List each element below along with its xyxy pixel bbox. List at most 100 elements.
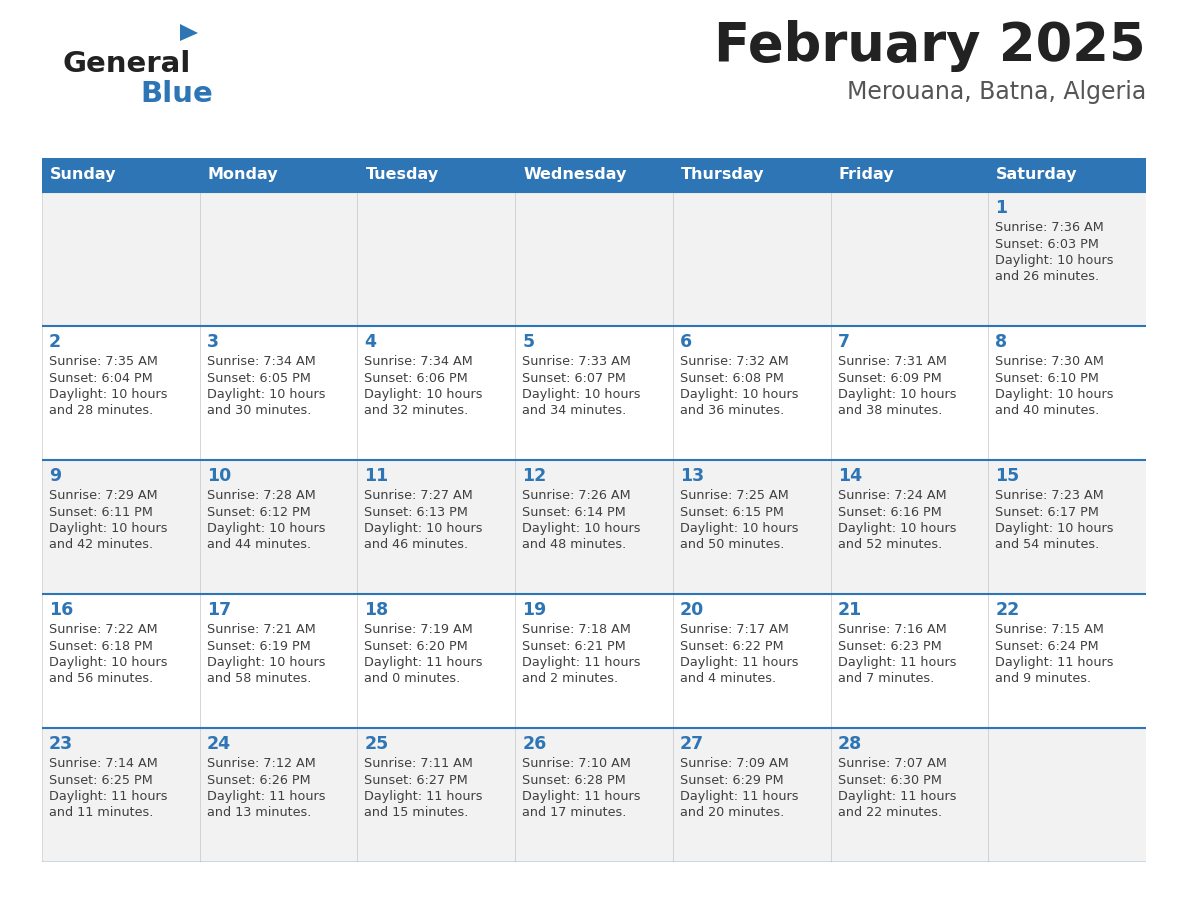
Text: Friday: Friday [839, 167, 895, 183]
Text: and 22 minutes.: and 22 minutes. [838, 807, 942, 820]
Bar [516, 192, 672, 326]
Text: Sunset: 6:09 PM: Sunset: 6:09 PM [838, 372, 941, 385]
Text: Daylight: 10 hours: Daylight: 10 hours [365, 522, 484, 535]
Text: Daylight: 11 hours: Daylight: 11 hours [365, 656, 484, 669]
Text: Sunrise: 7:10 AM: Sunrise: 7:10 AM [523, 757, 631, 770]
Text: Sunrise: 7:17 AM: Sunrise: 7:17 AM [680, 623, 789, 636]
Text: and 26 minutes.: and 26 minutes. [996, 271, 1099, 284]
Text: and 44 minutes.: and 44 minutes. [207, 539, 311, 552]
Text: Daylight: 11 hours: Daylight: 11 hours [523, 790, 640, 803]
Text: Daylight: 11 hours: Daylight: 11 hours [680, 656, 798, 669]
Text: 15: 15 [996, 467, 1019, 485]
Bar [516, 326, 672, 460]
Text: Daylight: 10 hours: Daylight: 10 hours [49, 522, 168, 535]
Text: Sunset: 6:21 PM: Sunset: 6:21 PM [523, 640, 626, 653]
Text: Sunset: 6:12 PM: Sunset: 6:12 PM [207, 506, 310, 519]
Text: Sunrise: 7:16 AM: Sunrise: 7:16 AM [838, 623, 947, 636]
Text: and 2 minutes.: and 2 minutes. [523, 673, 618, 686]
Text: and 11 minutes.: and 11 minutes. [49, 807, 153, 820]
Bar [988, 326, 1146, 460]
Text: Daylight: 10 hours: Daylight: 10 hours [996, 522, 1114, 535]
Text: Daylight: 10 hours: Daylight: 10 hours [838, 522, 956, 535]
Text: Daylight: 11 hours: Daylight: 11 hours [838, 790, 956, 803]
Text: Sunrise: 7:30 AM: Sunrise: 7:30 AM [996, 355, 1104, 368]
Text: Sunrise: 7:35 AM: Sunrise: 7:35 AM [49, 355, 158, 368]
Text: Sunset: 6:06 PM: Sunset: 6:06 PM [365, 372, 468, 385]
Text: and 7 minutes.: and 7 minutes. [838, 673, 934, 686]
Text: and 50 minutes.: and 50 minutes. [680, 539, 784, 552]
Text: Sunrise: 7:15 AM: Sunrise: 7:15 AM [996, 623, 1104, 636]
Text: February 2025: February 2025 [714, 20, 1146, 72]
Text: Sunset: 6:10 PM: Sunset: 6:10 PM [996, 372, 1099, 385]
Text: Sunrise: 7:36 AM: Sunrise: 7:36 AM [996, 221, 1104, 234]
Bar [516, 158, 672, 192]
Text: Sunrise: 7:34 AM: Sunrise: 7:34 AM [365, 355, 473, 368]
Text: Merouana, Batna, Algeria: Merouana, Batna, Algeria [847, 80, 1146, 104]
Text: Daylight: 10 hours: Daylight: 10 hours [838, 388, 956, 401]
Text: Sunrise: 7:29 AM: Sunrise: 7:29 AM [49, 489, 158, 502]
Text: Sunset: 6:16 PM: Sunset: 6:16 PM [838, 506, 941, 519]
Bar [358, 158, 516, 192]
Text: Sunrise: 7:31 AM: Sunrise: 7:31 AM [838, 355, 947, 368]
Text: Sunset: 6:04 PM: Sunset: 6:04 PM [49, 372, 153, 385]
Text: 9: 9 [49, 467, 61, 485]
Text: Sunrise: 7:23 AM: Sunrise: 7:23 AM [996, 489, 1104, 502]
Text: and 46 minutes.: and 46 minutes. [365, 539, 468, 552]
Text: Sunset: 6:23 PM: Sunset: 6:23 PM [838, 640, 941, 653]
Text: Sunrise: 7:26 AM: Sunrise: 7:26 AM [523, 489, 631, 502]
Text: 1: 1 [996, 199, 1007, 217]
Text: 23: 23 [49, 735, 74, 753]
Text: Daylight: 10 hours: Daylight: 10 hours [49, 388, 168, 401]
Text: Sunset: 6:26 PM: Sunset: 6:26 PM [207, 774, 310, 787]
Text: Sunset: 6:15 PM: Sunset: 6:15 PM [680, 506, 784, 519]
Text: Daylight: 10 hours: Daylight: 10 hours [207, 656, 326, 669]
Text: Daylight: 11 hours: Daylight: 11 hours [207, 790, 326, 803]
Text: and 34 minutes.: and 34 minutes. [523, 405, 626, 418]
Text: Daylight: 10 hours: Daylight: 10 hours [207, 388, 326, 401]
Text: and 58 minutes.: and 58 minutes. [207, 673, 311, 686]
Text: 16: 16 [49, 601, 74, 619]
Bar [830, 158, 988, 192]
Text: Daylight: 11 hours: Daylight: 11 hours [365, 790, 484, 803]
Text: Sunset: 6:29 PM: Sunset: 6:29 PM [680, 774, 783, 787]
Text: Daylight: 11 hours: Daylight: 11 hours [523, 656, 640, 669]
Text: Blue: Blue [140, 80, 213, 108]
Text: Daylight: 10 hours: Daylight: 10 hours [523, 388, 640, 401]
Bar [988, 158, 1146, 192]
Text: Sunrise: 7:32 AM: Sunrise: 7:32 AM [680, 355, 789, 368]
Text: Sunset: 6:11 PM: Sunset: 6:11 PM [49, 506, 153, 519]
Text: Sunrise: 7:33 AM: Sunrise: 7:33 AM [523, 355, 631, 368]
Bar [358, 326, 516, 460]
Text: and 15 minutes.: and 15 minutes. [365, 807, 469, 820]
Bar [42, 326, 200, 460]
Text: and 36 minutes.: and 36 minutes. [680, 405, 784, 418]
Bar [830, 326, 988, 460]
Text: Sunrise: 7:14 AM: Sunrise: 7:14 AM [49, 757, 158, 770]
Bar [358, 192, 516, 326]
Text: and 9 minutes.: and 9 minutes. [996, 673, 1092, 686]
Bar [830, 728, 988, 862]
Text: Daylight: 10 hours: Daylight: 10 hours [523, 522, 640, 535]
Text: Sunday: Sunday [50, 167, 116, 183]
Text: Daylight: 10 hours: Daylight: 10 hours [365, 388, 484, 401]
Bar [672, 728, 830, 862]
Text: and 17 minutes.: and 17 minutes. [523, 807, 626, 820]
Text: Sunrise: 7:21 AM: Sunrise: 7:21 AM [207, 623, 316, 636]
Text: Sunset: 6:22 PM: Sunset: 6:22 PM [680, 640, 783, 653]
Bar [358, 594, 516, 728]
Bar [358, 460, 516, 594]
Text: 18: 18 [365, 601, 388, 619]
Text: and 52 minutes.: and 52 minutes. [838, 539, 942, 552]
Text: 17: 17 [207, 601, 230, 619]
Text: 6: 6 [680, 333, 691, 351]
Text: Sunrise: 7:18 AM: Sunrise: 7:18 AM [523, 623, 631, 636]
Bar [830, 594, 988, 728]
Text: and 13 minutes.: and 13 minutes. [207, 807, 311, 820]
Bar [42, 460, 200, 594]
Text: General: General [62, 50, 190, 78]
Text: 24: 24 [207, 735, 230, 753]
Text: Sunrise: 7:22 AM: Sunrise: 7:22 AM [49, 623, 158, 636]
Text: 14: 14 [838, 467, 861, 485]
Text: Sunset: 6:30 PM: Sunset: 6:30 PM [838, 774, 941, 787]
Text: Sunset: 6:18 PM: Sunset: 6:18 PM [49, 640, 153, 653]
